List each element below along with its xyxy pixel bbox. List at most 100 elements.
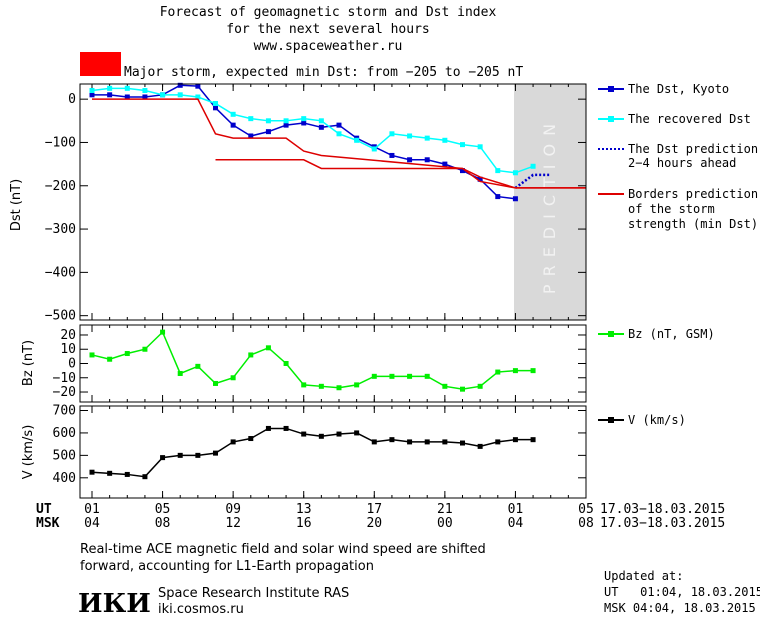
data-point — [512, 196, 518, 202]
data-point — [530, 437, 536, 443]
data-point — [495, 194, 501, 200]
ut-tick-label: 17 — [366, 502, 382, 517]
data-point — [248, 116, 254, 122]
dst-plot: 0 −100 −200 −300 −400 −500 — [45, 82, 587, 324]
series-line — [91, 87, 534, 174]
data-point — [89, 352, 95, 358]
data-point — [477, 383, 483, 389]
data-point — [301, 431, 307, 437]
data-point — [248, 352, 254, 358]
data-point — [89, 469, 95, 475]
msk-tick-label: 20 — [366, 516, 382, 531]
data-point — [318, 383, 324, 389]
data-point — [477, 443, 483, 449]
data-point — [160, 92, 166, 98]
data-point — [530, 163, 536, 169]
legend-recovered-marker — [608, 116, 614, 122]
data-point — [265, 118, 271, 124]
institute-site: iki.cosmos.ru — [158, 602, 244, 617]
data-point — [512, 368, 518, 374]
legend-borders-text-1: Borders prediction — [628, 187, 758, 201]
title-line-2: for the next several hours — [226, 22, 430, 37]
data-point — [213, 450, 218, 456]
data-point — [230, 111, 236, 117]
data-point — [389, 131, 395, 137]
data-point — [230, 439, 236, 445]
msk-tick-label: 04 — [84, 516, 100, 531]
legend-v-marker — [608, 417, 614, 423]
legend-v-text: V (km/s) — [628, 413, 686, 427]
data-point — [107, 470, 113, 476]
legend-kyoto-marker — [608, 86, 614, 92]
data-point — [318, 118, 324, 124]
data-point — [124, 351, 130, 357]
data-point — [318, 124, 324, 130]
legend-recovered-text: The recovered Dst — [628, 112, 751, 126]
y-tick-label: −400 — [45, 265, 76, 280]
ut-tick-label: 05 — [578, 502, 594, 517]
data-point — [442, 439, 448, 445]
data-point — [301, 120, 307, 126]
data-point — [248, 436, 254, 442]
data-point — [283, 118, 289, 124]
data-point — [354, 430, 360, 436]
msk-label: MSK — [36, 516, 60, 531]
data-point — [336, 122, 342, 128]
data-point — [142, 346, 148, 352]
legend-borders-text-2: of the storm — [628, 202, 715, 216]
ut-tick-label: 09 — [225, 502, 241, 517]
msk-tick-label: 08 — [155, 516, 171, 531]
title-line-3: www.spaceweather.ru — [254, 39, 403, 54]
data-point — [371, 146, 377, 152]
dst-axis-label: Dst (nT) — [9, 179, 24, 231]
data-point — [142, 474, 148, 480]
y-tick-label: 20 — [60, 328, 76, 343]
updated-label: Updated at: — [604, 569, 683, 583]
data-point — [265, 129, 271, 135]
y-tick-label: −500 — [45, 309, 76, 324]
updated-msk: MSK 04:04, 18.03.2015 — [604, 601, 756, 615]
data-point — [442, 383, 448, 389]
data-point — [230, 122, 236, 128]
prediction-label: PREDICTION — [540, 116, 559, 294]
legend-bz-marker — [608, 331, 614, 337]
y-tick-label: −100 — [45, 135, 76, 150]
msk-tick-label: 12 — [225, 516, 241, 531]
data-point — [213, 105, 218, 111]
data-point — [213, 100, 218, 106]
data-point — [530, 368, 536, 374]
msk-tick-label: 00 — [437, 516, 453, 531]
legend-prediction-text-1: The Dst prediction — [628, 142, 758, 156]
data-point — [142, 87, 148, 93]
data-point — [124, 85, 130, 91]
data-point — [495, 369, 501, 375]
ut-tick-label: 13 — [296, 502, 312, 517]
data-point — [354, 137, 360, 143]
data-point — [407, 133, 413, 139]
data-point — [124, 94, 130, 100]
data-point — [265, 345, 271, 351]
data-point — [424, 157, 430, 163]
data-point — [512, 437, 518, 443]
data-point — [336, 131, 342, 137]
data-point — [336, 385, 342, 391]
data-point — [495, 439, 501, 445]
y-tick-label: 10 — [60, 342, 76, 357]
data-point — [301, 116, 307, 122]
data-point — [124, 471, 130, 477]
data-point — [477, 144, 483, 150]
msk-tick-label: 16 — [296, 516, 312, 531]
ut-tick-label: 01 — [84, 502, 100, 517]
data-point — [248, 133, 254, 139]
v-axis-label: V (km/s) — [21, 425, 36, 480]
data-point — [407, 439, 413, 445]
prediction-band — [514, 84, 586, 320]
data-point — [177, 370, 183, 376]
y-tick-label: 500 — [53, 448, 76, 463]
series-line — [92, 98, 586, 189]
y-tick-label: −200 — [45, 179, 76, 194]
data-point — [442, 137, 448, 143]
data-point — [89, 92, 95, 98]
